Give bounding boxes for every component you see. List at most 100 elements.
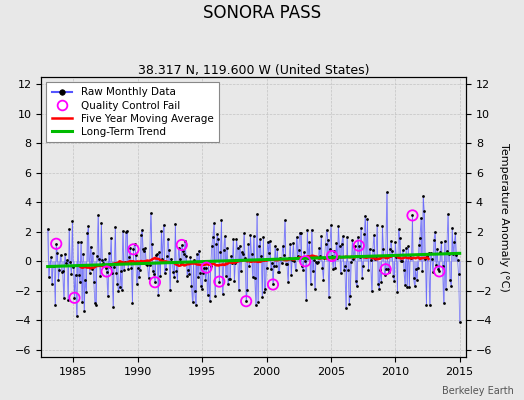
Point	[208, 243, 216, 249]
Point	[109, 304, 117, 310]
Point	[63, 257, 71, 263]
Point	[91, 300, 99, 306]
Point	[112, 270, 121, 276]
Point	[225, 276, 233, 282]
Point	[90, 278, 98, 285]
Point	[350, 256, 358, 262]
Point	[190, 288, 199, 295]
Point	[425, 302, 434, 308]
Point	[171, 220, 180, 227]
Point	[355, 242, 363, 249]
Point	[409, 275, 418, 282]
Point	[205, 298, 214, 304]
Point	[292, 234, 301, 240]
Point	[345, 301, 353, 307]
Point	[216, 249, 225, 255]
Point	[170, 274, 179, 280]
Point	[286, 240, 294, 247]
Point	[316, 253, 324, 260]
Point	[49, 263, 57, 270]
Point	[331, 265, 340, 272]
Point	[111, 224, 119, 230]
Point	[84, 223, 93, 229]
Point	[422, 302, 431, 308]
Point	[64, 296, 72, 303]
Point	[315, 245, 323, 251]
Point	[444, 211, 452, 218]
Point	[123, 228, 131, 234]
Point	[220, 247, 228, 254]
Point	[401, 282, 409, 288]
Point	[390, 278, 398, 284]
Point	[248, 273, 257, 280]
Point	[328, 253, 336, 259]
Point	[325, 246, 334, 252]
Point	[196, 270, 204, 277]
Point	[211, 292, 219, 299]
Point	[369, 232, 378, 239]
Point	[274, 269, 282, 275]
Point	[161, 266, 170, 272]
Point	[107, 235, 115, 241]
Point	[356, 254, 364, 260]
Point	[385, 269, 393, 276]
Point	[213, 231, 221, 238]
Point	[98, 256, 106, 263]
Point	[267, 266, 275, 272]
Point	[293, 253, 302, 260]
Point	[417, 215, 425, 221]
Point	[114, 288, 123, 294]
Point	[46, 262, 54, 269]
Point	[327, 222, 335, 228]
Point	[148, 241, 156, 247]
Point	[229, 236, 237, 243]
Point	[234, 286, 243, 293]
Y-axis label: Temperature Anomaly (°C): Temperature Anomaly (°C)	[499, 143, 509, 292]
Point	[128, 300, 137, 306]
Point	[304, 254, 313, 261]
Point	[110, 264, 118, 270]
Point	[257, 253, 265, 260]
Point	[59, 268, 67, 275]
Point	[265, 250, 273, 256]
Point	[351, 243, 359, 250]
Point	[67, 271, 75, 278]
Point	[77, 238, 85, 245]
Point	[177, 261, 185, 267]
Point	[339, 233, 347, 240]
Point	[178, 242, 186, 248]
Point	[82, 289, 91, 295]
Point	[81, 277, 90, 283]
Point	[48, 281, 56, 287]
Point	[115, 284, 124, 291]
Point	[261, 286, 270, 292]
Point	[424, 250, 433, 256]
Point	[398, 258, 406, 264]
Point	[408, 212, 417, 219]
Point	[263, 264, 271, 271]
Point	[166, 287, 174, 293]
Point	[432, 262, 440, 268]
Point	[370, 256, 379, 262]
Point	[78, 299, 86, 305]
Point	[243, 287, 252, 294]
Point	[321, 240, 330, 247]
Point	[88, 266, 96, 272]
Point	[183, 272, 191, 279]
Point	[156, 272, 165, 279]
Point	[203, 292, 212, 299]
Point	[301, 258, 309, 264]
Point	[74, 272, 83, 278]
Point	[105, 250, 113, 257]
Point	[440, 300, 448, 306]
Point	[406, 254, 414, 260]
Point	[376, 267, 385, 274]
Point	[129, 246, 138, 252]
Point	[419, 193, 428, 199]
Point	[379, 246, 388, 252]
Point	[104, 293, 112, 300]
Point	[445, 251, 453, 257]
Point	[291, 267, 300, 273]
Point	[416, 234, 424, 241]
Point	[322, 227, 331, 233]
